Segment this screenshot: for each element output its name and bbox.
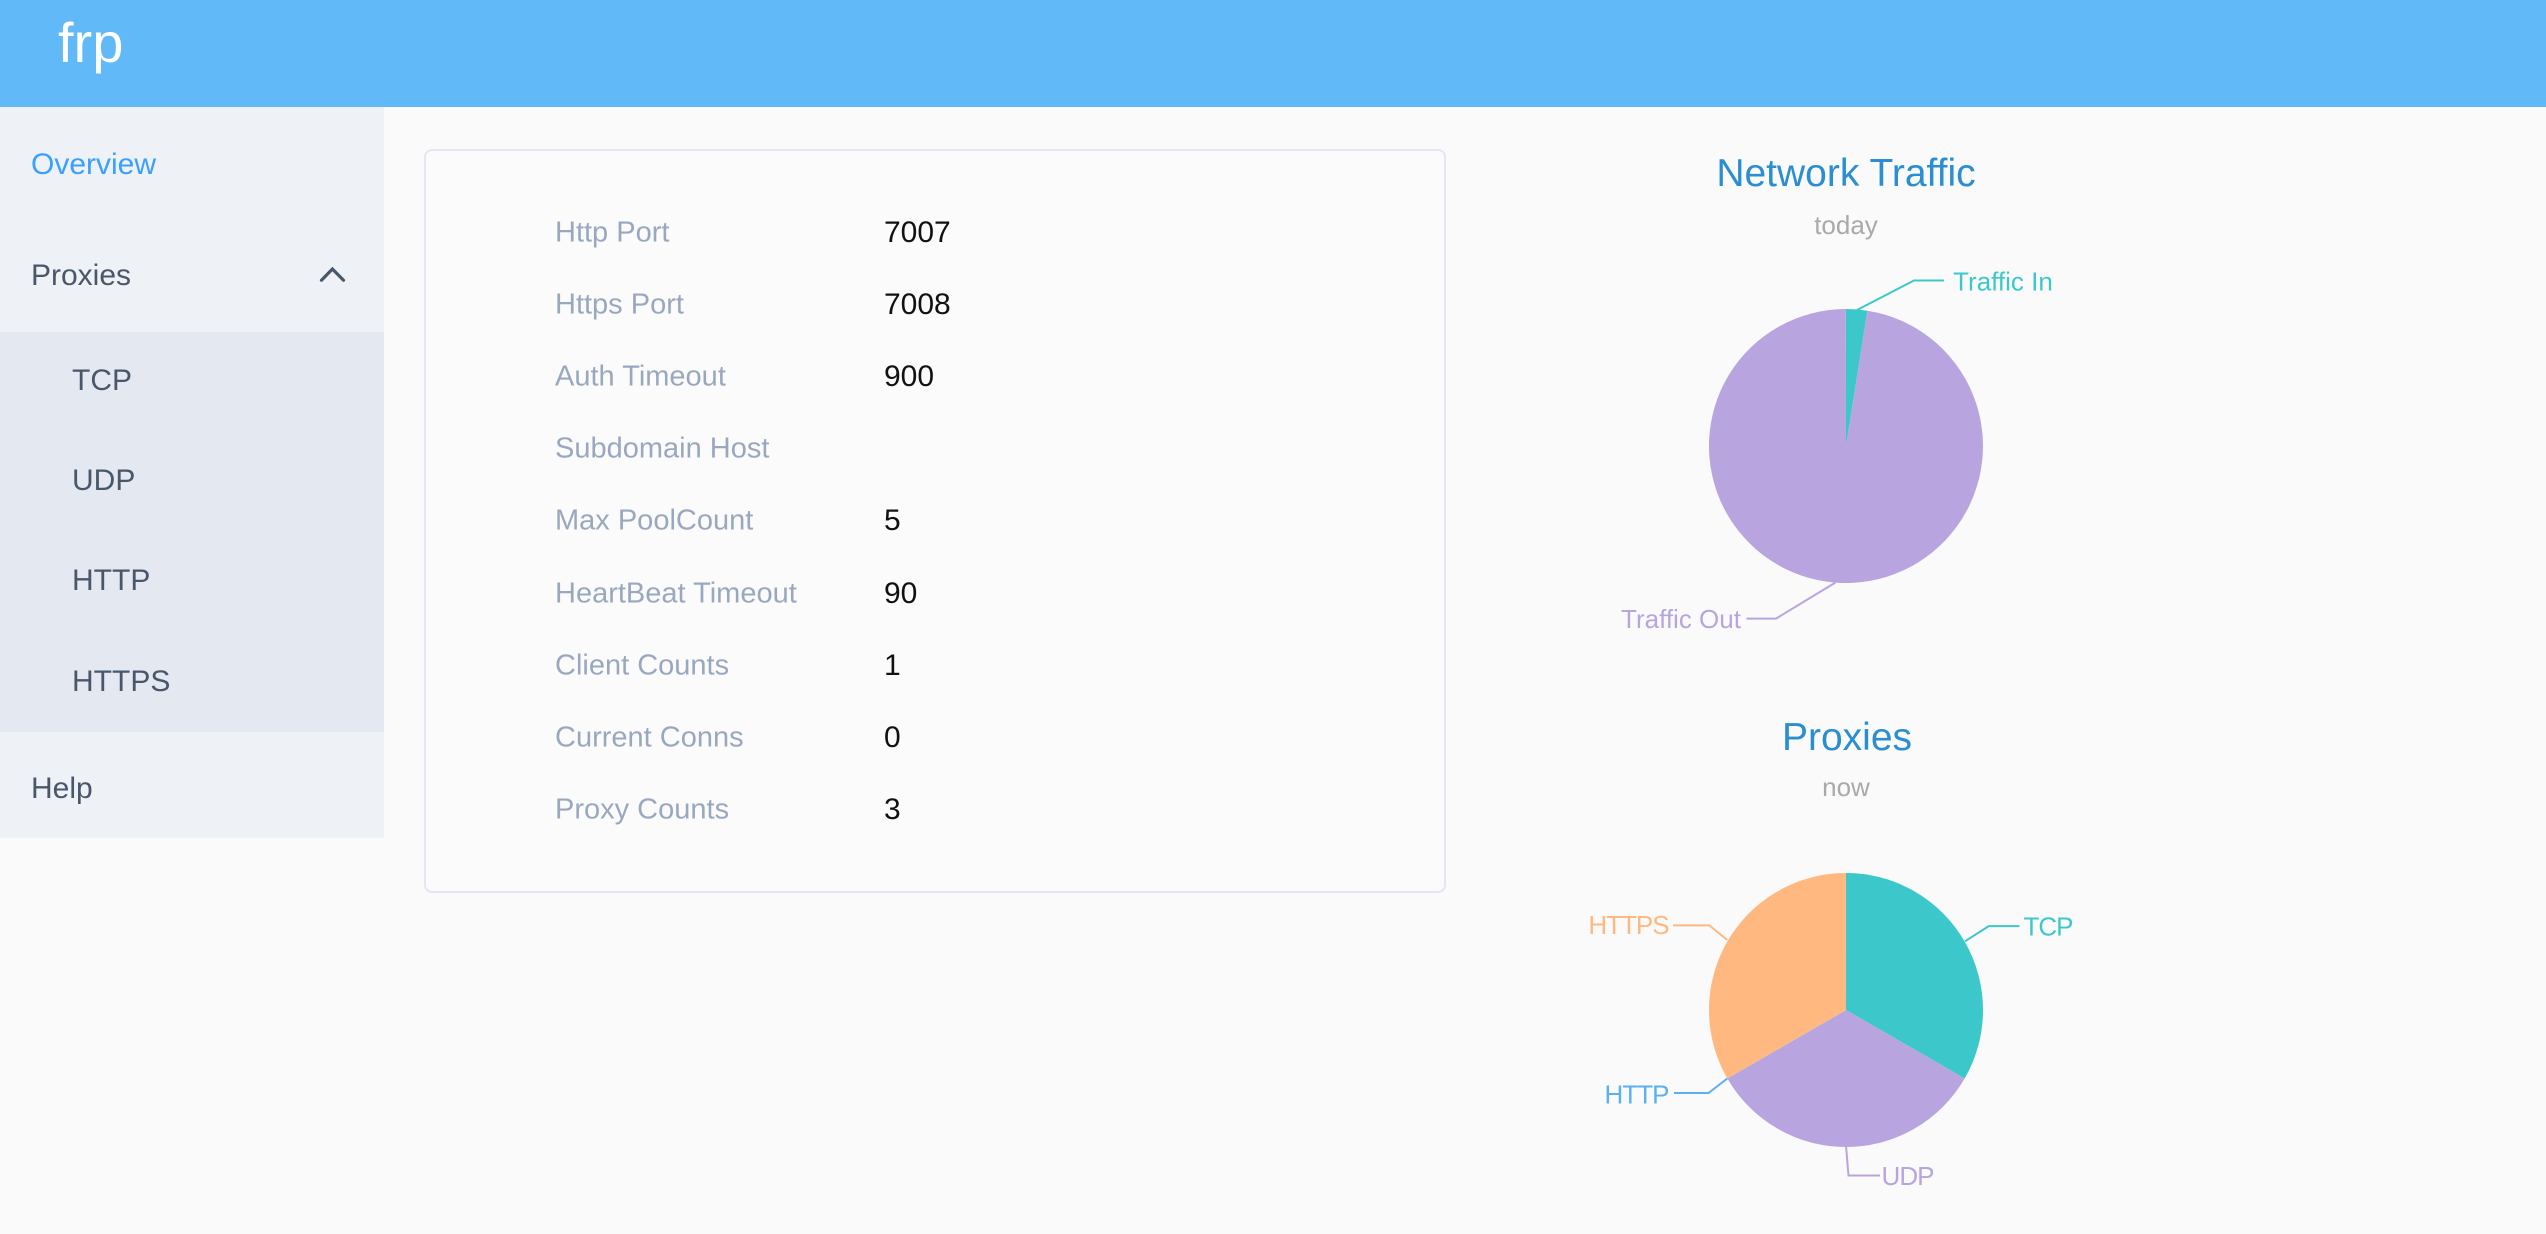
svg-text:HTTPS: HTTPS xyxy=(1588,910,1669,940)
svg-text:now: now xyxy=(1822,772,1870,802)
svg-text:today: today xyxy=(1814,210,1878,240)
svg-text:HTTP: HTTP xyxy=(1605,1080,1669,1110)
svg-text:UDP: UDP xyxy=(1882,1161,1934,1191)
svg-text:Traffic In: Traffic In xyxy=(1953,267,2053,297)
svg-text:Traffic Out: Traffic Out xyxy=(1621,604,1742,634)
svg-text:Proxies: Proxies xyxy=(1782,716,1912,759)
svg-text:TCP: TCP xyxy=(2024,911,2073,941)
svg-text:Network Traffic: Network Traffic xyxy=(1716,152,1975,195)
